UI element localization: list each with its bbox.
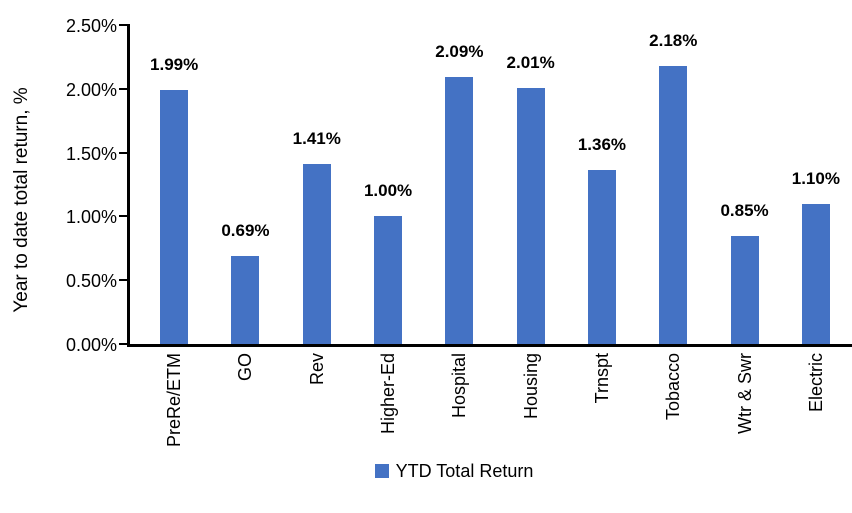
- y-axis-tick: [119, 215, 129, 218]
- x-axis-category-label: Higher-Ed: [378, 353, 399, 435]
- bar-housing: [516, 87, 545, 344]
- bar-electric: [801, 203, 830, 344]
- bar-hospital: [445, 77, 474, 344]
- bar-prere-etm: [160, 90, 189, 344]
- bar-wtr-swr: [730, 235, 759, 344]
- x-axis-category-label: Rev: [306, 353, 327, 386]
- y-axis-tick: [119, 151, 129, 154]
- bar-value-label: 2.18%: [649, 30, 698, 50]
- bar-value-label: 1.10%: [791, 168, 840, 188]
- legend-label: YTD Total Return: [395, 461, 534, 481]
- bar-value-label: 1.00%: [363, 181, 413, 201]
- y-axis-tick-label: 2.50%: [65, 16, 117, 36]
- bar-value-label: 0.69%: [221, 220, 270, 240]
- x-axis-category-label: Electric: [805, 353, 826, 413]
- x-axis-category-label: Tobacco: [663, 353, 684, 421]
- y-axis-line: [127, 24, 130, 346]
- bar-go: [231, 255, 260, 344]
- bar-value-label: 1.36%: [577, 135, 627, 155]
- y-axis-tick: [119, 279, 129, 282]
- y-axis-tick-label: 0.00%: [65, 335, 117, 355]
- x-axis-category-label: Trnspt: [591, 353, 612, 404]
- bar-value-label: 2.01%: [506, 52, 555, 72]
- x-axis-category-label: GO: [235, 353, 256, 382]
- x-axis-category-label: PreRe/ETM: [164, 353, 185, 448]
- y-axis-tick-label: 1.00%: [65, 207, 117, 228]
- y-axis-tick-label: 1.50%: [65, 143, 117, 164]
- y-axis-tick: [119, 87, 129, 90]
- bar-value-label: 1.41%: [292, 129, 341, 149]
- y-axis-tick-label: 0.50%: [65, 271, 117, 292]
- bar-value-label: 0.85%: [720, 200, 769, 220]
- bar-value-label: 2.09%: [435, 42, 484, 62]
- bar-value-label: 1.99%: [150, 55, 199, 75]
- legend: YTD Total Return: [28, 461, 852, 481]
- legend-swatch: [374, 464, 389, 478]
- x-axis-line: [127, 344, 852, 347]
- bar-tobacco: [659, 65, 688, 344]
- y-axis-tick: [119, 343, 129, 345]
- y-axis-tick: [119, 24, 129, 26]
- x-axis-category-label: Hospital: [449, 353, 470, 419]
- y-axis-title: Year to date total return, %: [11, 87, 32, 313]
- bar-higher-ed: [374, 216, 403, 344]
- y-axis-tick-label: 2.00%: [65, 79, 117, 100]
- x-axis-category-label: Wtr & Swr: [734, 353, 755, 434]
- bar-rev: [302, 164, 331, 344]
- x-axis-category-label: Housing: [520, 353, 541, 420]
- bar-trnspt: [587, 170, 616, 344]
